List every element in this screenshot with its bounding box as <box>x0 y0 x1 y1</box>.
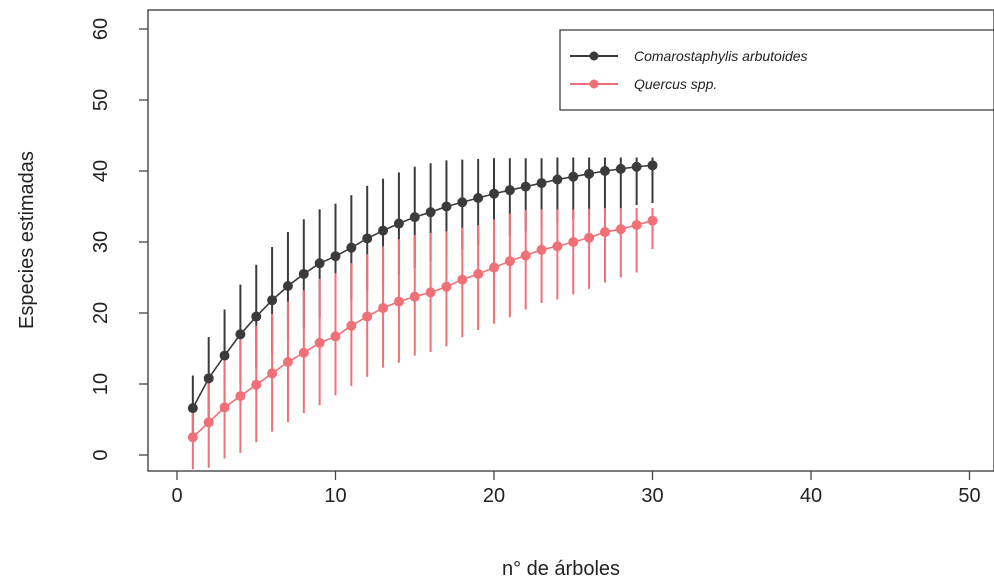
y-tick-label: 20 <box>90 302 112 324</box>
data-point-series-1 <box>647 160 658 171</box>
data-point-series-2 <box>441 281 452 292</box>
legend-box <box>559 29 994 111</box>
data-point-series-1 <box>441 201 452 212</box>
data-point-series-1 <box>314 258 325 269</box>
data-point-series-1 <box>584 168 595 179</box>
data-point-series-1 <box>425 207 436 218</box>
data-point-series-1 <box>536 178 547 189</box>
data-point-series-1 <box>298 268 309 279</box>
data-point-series-2 <box>298 347 309 358</box>
y-tick-label: 40 <box>90 160 112 182</box>
data-point-series-2 <box>346 320 357 331</box>
data-point-series-2 <box>219 402 230 413</box>
y-tick-label: 50 <box>90 89 112 111</box>
data-point-series-2 <box>314 337 325 348</box>
data-point-series-1 <box>378 225 389 236</box>
data-point-series-1 <box>330 251 341 262</box>
data-point-series-1 <box>267 295 278 306</box>
x-tick-label: 30 <box>641 485 663 507</box>
plot-frame <box>147 9 994 472</box>
data-point-series-1 <box>631 161 642 172</box>
data-point-series-1 <box>615 163 626 174</box>
x-tick-label: 20 <box>483 485 505 507</box>
data-point-series-2 <box>330 331 341 342</box>
data-point-series-1 <box>489 188 499 199</box>
data-point-series-1 <box>187 403 198 414</box>
y-tick-label: 30 <box>90 231 112 253</box>
data-point-series-2 <box>647 215 658 226</box>
data-point-series-2 <box>552 241 563 252</box>
data-point-series-2 <box>536 244 547 255</box>
data-point-series-2 <box>568 237 579 247</box>
data-point-series-2 <box>457 274 468 285</box>
data-point-series-1 <box>568 171 579 182</box>
data-point-series-1 <box>251 311 262 322</box>
plot-layer <box>187 157 658 470</box>
legend: Comarostaphylis arbutoides Quercus spp. <box>559 29 994 111</box>
data-point-series-2 <box>203 417 214 428</box>
data-point-series-2 <box>599 227 610 238</box>
data-point-series-2 <box>584 232 595 243</box>
y-tick-label: 0 <box>90 449 112 460</box>
legend-label-series-1: Comarostaphylis arbutoides <box>634 48 808 64</box>
data-point-series-1 <box>520 181 531 192</box>
data-point-series-1 <box>393 218 404 229</box>
legend-label-series-2: Quercus spp. <box>634 76 717 92</box>
data-point-series-2 <box>615 224 626 235</box>
data-point-series-2 <box>393 296 404 307</box>
x-tick-label: 50 <box>958 485 980 507</box>
data-point-series-2 <box>362 311 373 322</box>
data-point-series-1 <box>362 233 373 244</box>
data-point-series-1 <box>457 197 468 208</box>
x-axis-title: n° de árboles <box>502 558 620 579</box>
data-point-series-2 <box>504 256 515 267</box>
data-point-series-2 <box>489 262 499 273</box>
data-point-series-1 <box>552 174 563 185</box>
data-point-series-2 <box>425 287 436 298</box>
x-tick-label: 10 <box>324 485 346 507</box>
data-point-series-1 <box>235 329 246 340</box>
data-point-series-2 <box>267 368 278 379</box>
legend-marker-series-2 <box>589 79 599 89</box>
y-tick-label: 10 <box>90 373 112 395</box>
data-point-series-2 <box>473 268 484 279</box>
data-point-series-1 <box>219 350 230 361</box>
data-point-series-2 <box>631 219 642 230</box>
data-point-series-2 <box>520 250 531 261</box>
data-point-series-2 <box>251 379 262 390</box>
data-point-series-2 <box>235 391 246 402</box>
x-tick-label: 40 <box>800 485 822 507</box>
data-point-series-2 <box>282 356 293 367</box>
data-point-series-2 <box>409 291 420 302</box>
data-point-series-2 <box>378 303 389 314</box>
data-point-series-2 <box>187 432 198 443</box>
data-point-series-1 <box>346 242 357 253</box>
data-point-series-1 <box>203 373 214 384</box>
data-point-series-1 <box>504 185 515 196</box>
data-point-series-1 <box>409 212 420 223</box>
axis-layer: 0 10 20 30 40 50 0 10 20 30 40 50 60 <box>90 18 981 507</box>
data-point-series-1 <box>473 192 484 203</box>
data-point-series-1 <box>282 281 293 292</box>
data-point-series-1 <box>599 166 610 176</box>
legend-marker-series-1 <box>589 51 599 61</box>
x-tick-label: 0 <box>171 485 182 507</box>
y-tick-label: 60 <box>90 18 112 40</box>
y-axis-title: Especies estimadas <box>16 151 38 329</box>
